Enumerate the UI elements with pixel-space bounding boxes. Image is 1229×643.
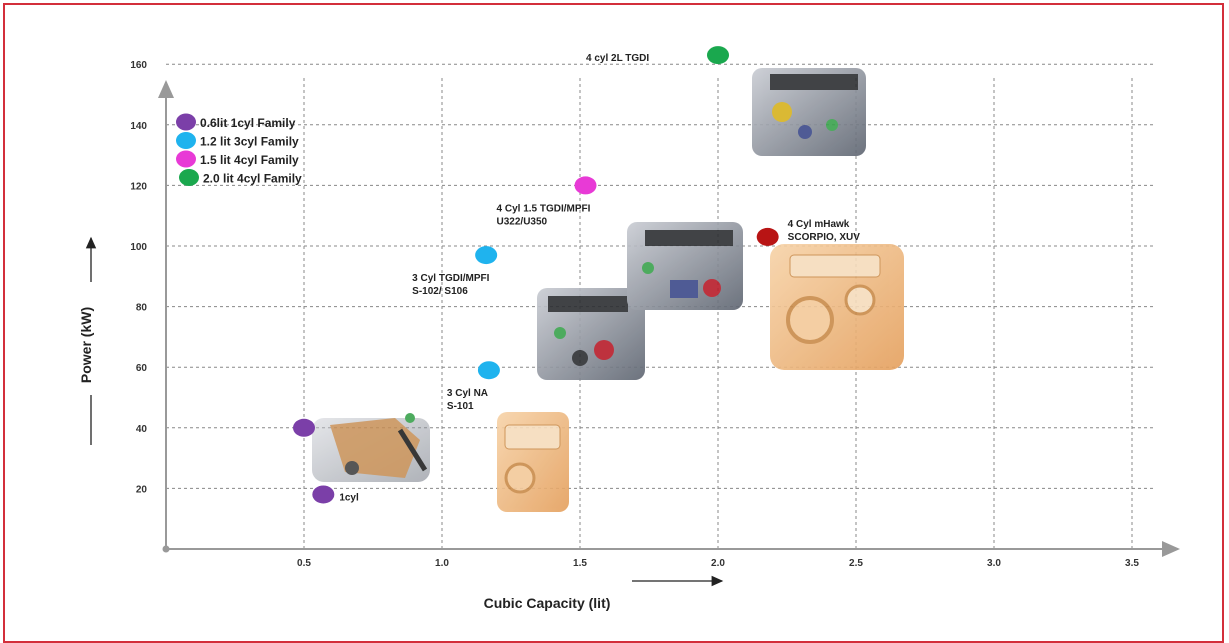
- data-point: [293, 418, 315, 437]
- legend-label: 1.2 lit 3cyl Family: [200, 135, 299, 149]
- data-point: [574, 176, 597, 195]
- data-point: [312, 485, 335, 504]
- x-tick-label: 2.5: [849, 558, 863, 569]
- axis-origin: [162, 545, 170, 553]
- x-axis-title: Cubic Capacity (lit): [484, 595, 611, 611]
- tick-labels: 0.5 1.0 1.5 2.0 2.5 3.0 3.5 20 40 60 80 100 120 140 16…: [130, 60, 1139, 569]
- x-tick-label: 3.0: [987, 558, 1001, 569]
- engine-illustrations: [312, 68, 904, 512]
- engine-image-3cyl-tgdi: [537, 288, 645, 380]
- data-point: [477, 361, 500, 380]
- data-point: [756, 227, 779, 246]
- x-tick-label: 0.5: [297, 558, 311, 569]
- axes: [158, 80, 1180, 557]
- legend-marker: [179, 169, 199, 186]
- y-tick-label: 160: [130, 60, 147, 71]
- x-tick-label: 1.0: [435, 558, 449, 569]
- data-point: [707, 46, 729, 65]
- y-tick-label: 100: [130, 242, 147, 253]
- legend-marker: [176, 132, 196, 149]
- scatter-chart: 0.5 1.0 1.5 2.0 2.5 3.0 3.5 20 40 60 80 100 120 140 16…: [78, 46, 1180, 611]
- legend-marker: [176, 150, 196, 168]
- data-point: [475, 246, 498, 265]
- y-axis-title: Power (kW): [78, 307, 94, 383]
- engine-image-4cyl-1-5: [627, 222, 743, 310]
- legend-label: 1.5 lit 4cyl Family: [200, 153, 299, 167]
- data-label: 4 cyl 2L TGDI: [586, 53, 649, 64]
- data-label: 4 Cyl 1.5 TGDI/MPFI U322/U350: [497, 203, 591, 227]
- legend-label: 0.6lit 1cyl Family: [200, 116, 296, 130]
- y-tick-label: 60: [136, 363, 148, 374]
- engine-image-1cyl: [312, 413, 430, 482]
- x-tick-label: 3.5: [1125, 558, 1139, 569]
- y-tick-label: 20: [136, 484, 148, 495]
- y-tick-label: 120: [130, 181, 147, 192]
- point-labels: 1cyl 3 Cyl TGDI/MPFI S-102/ S106 3 Cyl NA S-…: [339, 53, 860, 503]
- data-label: 3 Cyl TGDI/MPFI S-102/ S106: [412, 273, 489, 297]
- legend-label: 2.0 lit 4cyl Family: [203, 172, 302, 186]
- engine-image-3cyl-na: [497, 412, 569, 512]
- data-label: 1cyl: [339, 492, 359, 503]
- y-tick-label: 140: [130, 121, 147, 132]
- data-label: 3 Cyl NA S-101: [447, 388, 488, 412]
- y-tick-label: 40: [136, 424, 148, 435]
- x-tick-label: 1.5: [573, 558, 587, 569]
- x-tick-label: 2.0: [711, 558, 725, 569]
- legend: 0.6lit 1cyl Family 1.2 lit 3cyl Family 1.5…: [176, 113, 302, 186]
- engine-image-4cyl-2l: [752, 68, 866, 156]
- data-label: 4 Cyl mHawk SCORPIO, XUV: [788, 219, 861, 243]
- y-tick-label: 80: [136, 303, 148, 314]
- legend-marker: [176, 113, 196, 131]
- engine-image-mhawk: [770, 244, 904, 370]
- data-points: [293, 46, 779, 504]
